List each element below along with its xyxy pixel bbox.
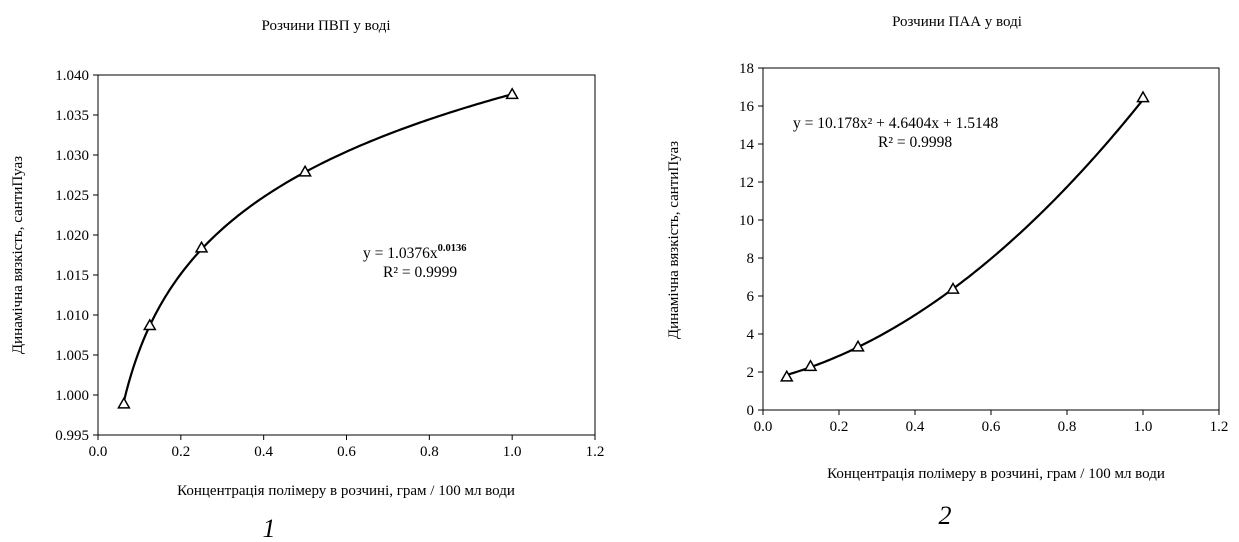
x-tick-label: 0.0 <box>89 444 108 460</box>
x-tick-label: 0.8 <box>1058 419 1077 435</box>
r-squared-label: R² = 0.9998 <box>878 134 952 151</box>
x-tick-label: 1.2 <box>1210 419 1229 435</box>
marker-layer <box>779 90 1150 382</box>
x-tick-label: 0.0 <box>754 419 773 435</box>
data-point-marker <box>851 339 865 352</box>
y-tick-label: 1.005 <box>55 348 89 364</box>
y-tick-label: 1.015 <box>55 268 89 284</box>
y-tick-label: 18 <box>739 61 754 77</box>
x-axis-label: Концентрація полімеру в розчині, грам / … <box>177 483 515 499</box>
x-tick-label: 1.2 <box>586 444 605 460</box>
y-tick-label: 1.035 <box>55 108 89 124</box>
data-point-marker <box>779 369 794 382</box>
y-tick-label: 1.000 <box>55 388 89 404</box>
trend-equation: y = 1.0376x0.0136 <box>363 243 467 262</box>
x-tick-label: 1.0 <box>503 444 522 460</box>
y-tick-label: 8 <box>747 251 755 267</box>
x-tick-label: 0.2 <box>830 419 849 435</box>
tick-layer: 0.0 0.2 0.4 0.6 0.8 1.0 1.2 0.995 1.000 1.005 1.01… <box>55 68 604 460</box>
trend-equation: y = 10.178x² + 4.6404x + 1.5148 <box>793 115 998 132</box>
y-tick-label: 16 <box>739 99 755 115</box>
x-tick-label: 1.0 <box>1134 419 1153 435</box>
panel-number: 2 <box>939 501 952 530</box>
y-tick-label: 1.030 <box>55 148 89 164</box>
y-axis-label: Динамічна вязкість, сантиПуаз <box>666 141 682 339</box>
x-tick-label: 0.4 <box>906 419 925 435</box>
data-point-marker <box>946 281 960 294</box>
chart-pvp: Розчини ПВП у воді 0.0 0.2 0.4 0.6 0.8 1.0 1.2… <box>10 18 604 542</box>
chart-paa: Розчини ПАА у воді 0.0 0.2 0.4 0.6 0.8 1.0 1.2… <box>666 14 1228 530</box>
data-point-marker <box>194 240 209 253</box>
marker-layer <box>117 87 519 409</box>
y-tick-label: 0.995 <box>55 428 89 444</box>
y-tick-label: 1.020 <box>55 228 89 244</box>
chart-title: Розчини ПАА у воді <box>892 14 1022 30</box>
chart-title: Розчини ПВП у воді <box>262 18 391 34</box>
plot-area <box>97 74 596 436</box>
x-tick-label: 0.2 <box>171 444 190 460</box>
y-tick-label: 14 <box>739 137 755 153</box>
y-axis-label: Динамічна вязкість, сантиПуаз <box>10 156 26 354</box>
y-tick-label: 1.040 <box>55 68 89 84</box>
data-point-marker <box>117 396 131 409</box>
x-tick-label: 0.8 <box>420 444 439 460</box>
data-point-marker <box>142 318 157 331</box>
y-tick-label: 4 <box>747 327 755 343</box>
data-point-marker <box>1136 90 1150 103</box>
panel-number: 1 <box>263 514 276 542</box>
y-tick-label: 6 <box>747 289 755 305</box>
y-tick-label: 10 <box>739 213 754 229</box>
x-tick-label: 0.6 <box>982 419 1001 435</box>
trendline <box>122 93 513 402</box>
x-tick-label: 0.6 <box>337 444 356 460</box>
x-tick-label: 0.4 <box>254 444 273 460</box>
y-tick-label: 2 <box>747 365 755 381</box>
x-axis-label: Концентрація полімеру в розчині, грам / … <box>827 466 1165 482</box>
data-point-marker <box>803 359 818 372</box>
r-squared-label: R² = 0.9999 <box>383 264 457 281</box>
y-tick-label: 1.025 <box>55 188 89 204</box>
y-tick-label: 12 <box>739 175 754 191</box>
data-point-marker <box>298 164 312 177</box>
trendline <box>786 98 1144 377</box>
tick-layer: 0.0 0.2 0.4 0.6 0.8 1.0 1.2 0 2 4 6 8 10 12 14 16 18 <box>739 61 1228 435</box>
y-tick-label: 0 <box>747 403 755 419</box>
y-tick-label: 1.010 <box>55 308 89 324</box>
data-point-marker <box>505 87 519 100</box>
